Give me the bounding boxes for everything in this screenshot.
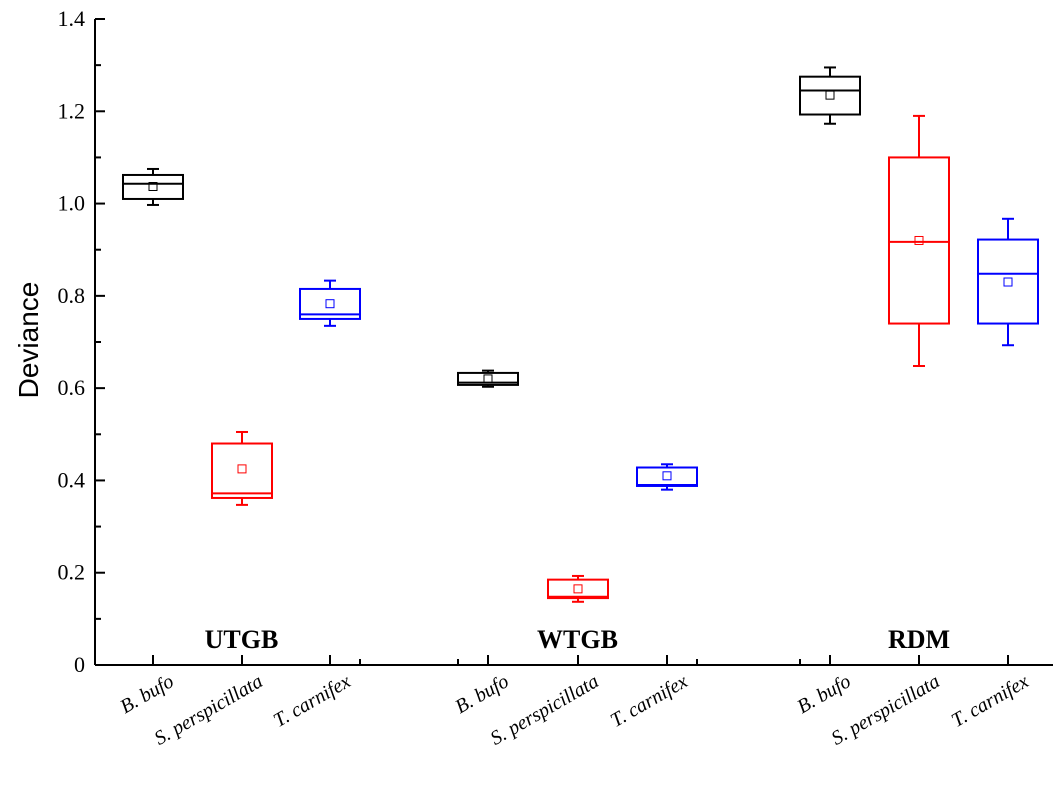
mean-marker	[237, 464, 247, 474]
y-tick-label: 1.0	[58, 191, 86, 216]
box-iqr	[211, 442, 273, 499]
mean-marker	[914, 235, 924, 245]
category-label: B. bufo	[793, 670, 854, 718]
y-tick-label: 0.4	[58, 467, 86, 492]
mean-marker	[325, 299, 335, 309]
y-tick-label: 1.2	[58, 98, 86, 123]
mean-marker	[483, 374, 493, 384]
box	[977, 217, 1039, 347]
mean-marker	[573, 584, 583, 594]
y-tick-label: 1.4	[58, 6, 86, 31]
box-iqr	[299, 287, 361, 320]
mean-marker	[825, 90, 835, 100]
box-iqr	[457, 371, 519, 386]
box-iqr	[547, 578, 609, 600]
category-label: T. carnifex	[270, 670, 355, 732]
category-label: T. carnifex	[948, 670, 1033, 732]
y-tick-label: 0.2	[58, 560, 86, 585]
group-label-wtgb: WTGB	[537, 625, 618, 654]
mean-marker	[662, 471, 672, 481]
category-label: T. carnifex	[607, 670, 692, 732]
box	[122, 167, 184, 206]
box	[636, 463, 698, 491]
axes: 0 0.2 0.4 0.6 0.8 1.0 1.2 1.4	[58, 6, 1053, 677]
box	[211, 430, 273, 506]
category-label: B. bufo	[451, 670, 512, 718]
y-tick-label: 0.8	[58, 283, 86, 308]
mean-marker	[1003, 277, 1013, 287]
box-series	[122, 66, 1039, 603]
y-tick-label: 0.6	[58, 375, 86, 400]
box	[547, 574, 609, 603]
group-label-utgb: UTGB	[205, 625, 279, 654]
box-iqr	[122, 173, 184, 200]
group-label-rdm: RDM	[888, 625, 950, 654]
box-iqr	[636, 466, 698, 487]
box-iqr	[977, 238, 1039, 325]
box	[457, 369, 519, 388]
box	[299, 279, 361, 327]
mean-marker	[148, 181, 158, 191]
box	[888, 114, 950, 367]
box	[799, 66, 861, 125]
category-label: B. bufo	[116, 670, 177, 718]
y-axis-title: Deviance	[13, 282, 44, 399]
y-tick-label: 0	[74, 652, 85, 677]
box-iqr	[799, 75, 861, 116]
box-iqr	[888, 156, 950, 325]
